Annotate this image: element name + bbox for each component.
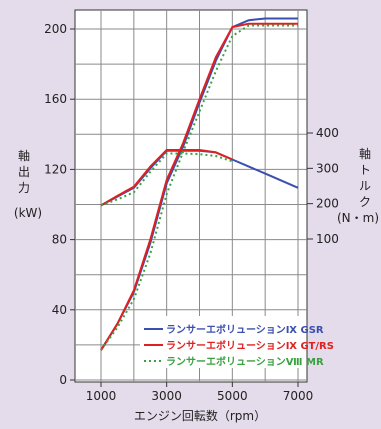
right-axis-label-char-3: ル: [359, 179, 371, 193]
x-axis-tick-label: 3000: [151, 389, 182, 403]
left-axis-label-char-2: 出: [18, 165, 30, 179]
left-axis-tick-label: 80: [52, 233, 67, 247]
left-axis-tick-label: 200: [44, 22, 67, 36]
right-axis-label: 軸 ト ル ク (N・m): [337, 147, 379, 225]
right-axis-tick-label: 200: [316, 197, 339, 211]
left-axis-tick-label: 120: [44, 162, 67, 176]
x-axis-tick-label: 7000: [283, 389, 314, 403]
right-axis-unit: (N・m): [337, 211, 379, 225]
right-axis-tick-label: 100: [316, 232, 339, 246]
series-1-power-line: [100, 22, 298, 351]
legend-label-mr: ランサーエボリューションⅧ MR: [166, 355, 324, 368]
left-axis-unit: (kW): [14, 206, 42, 220]
legend-label-gsr: ランサーエボリューションⅨ GSR: [166, 323, 324, 336]
left-axis-label-char-1: 軸: [18, 149, 30, 163]
left-axis-tick-label: 0: [59, 373, 67, 387]
series-2-power-line: [100, 24, 298, 351]
series-2-torque-line: [100, 152, 233, 207]
left-axis-label: 軸 出 力 (kW): [14, 149, 42, 220]
series-lines: [100, 17, 299, 351]
x-axis-tick-label: 5000: [217, 389, 248, 403]
right-axis-label-char-1: 軸: [359, 147, 371, 161]
left-axis-tick-label: 40: [52, 303, 67, 317]
right-axis-tick-label: 400: [316, 126, 339, 140]
x-axis-tick-label: 1000: [86, 389, 117, 403]
axes: 0 40 80 120 160 200 100 200 300 400 1000 3000 5000 70…: [44, 22, 339, 403]
right-axis-label-char-4: ク: [359, 195, 371, 209]
left-axis-label-char-3: 力: [18, 181, 30, 195]
legend: ランサーエボリューションⅨ GSR ランサーエボリューションⅨ GT/RS ラン…: [140, 316, 334, 368]
left-axis-tick-label: 160: [44, 92, 67, 106]
legend-label-gtrs: ランサーエボリューションⅨ GT/RS: [166, 339, 334, 352]
x-axis-label: エンジン回転数（rpm）: [134, 408, 266, 423]
series-1-torque-line: [100, 149, 233, 207]
right-axis-tick-label: 300: [316, 161, 339, 175]
right-axis-label-char-2: ト: [359, 163, 371, 177]
legend-box: [140, 316, 306, 368]
